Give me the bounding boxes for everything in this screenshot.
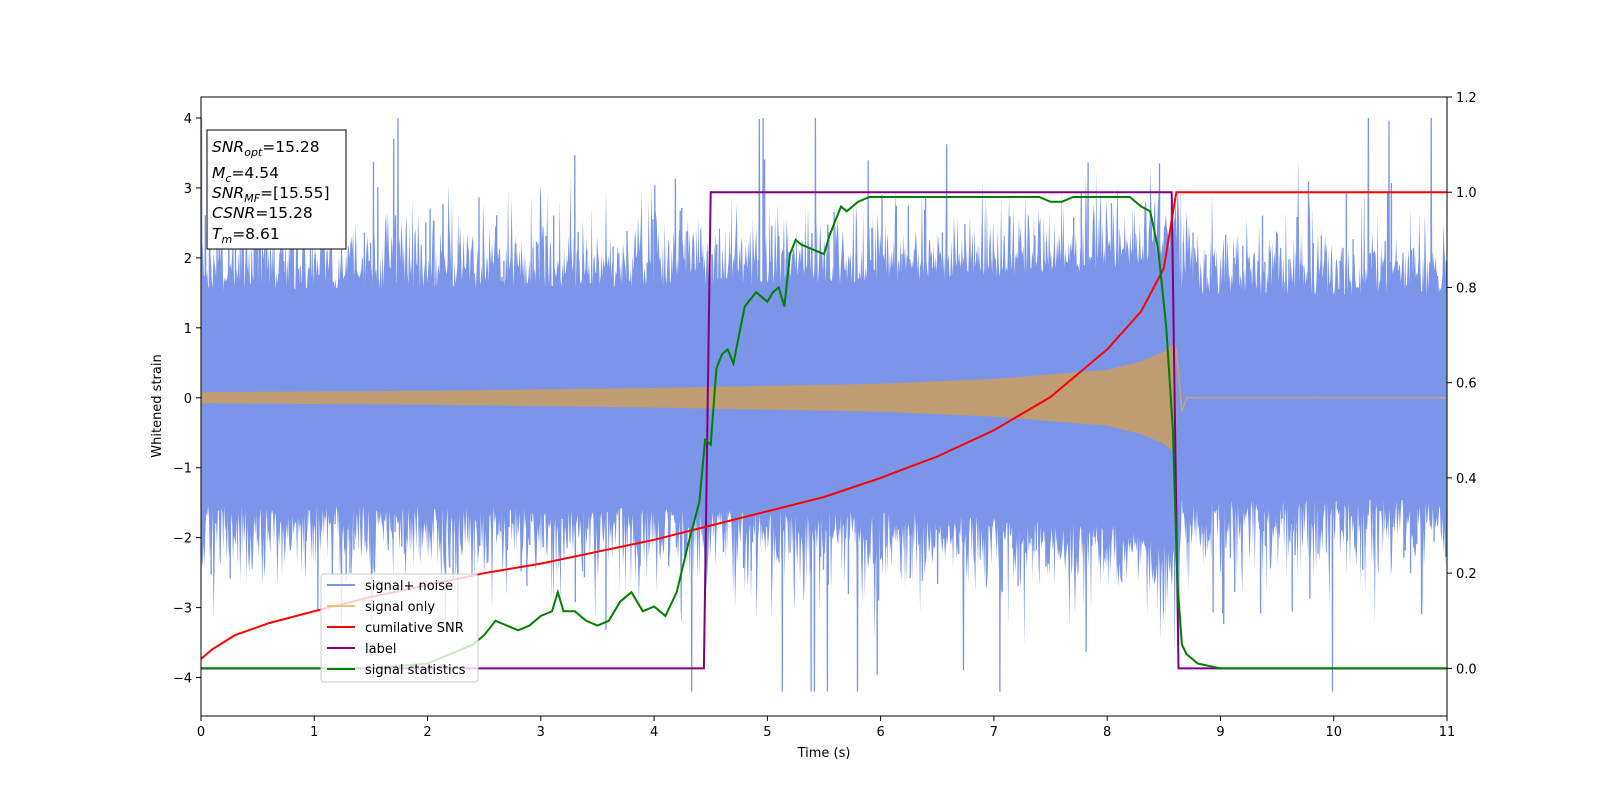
y-tick-label: 0 [184, 392, 192, 407]
series-signal-plus-noise [201, 117, 1447, 692]
info-mc-name: M [212, 164, 225, 182]
legend-label-signal-only: signal only [365, 600, 435, 615]
info-tm-value: =8.61 [232, 225, 280, 243]
x-tick-label: 5 [763, 725, 771, 740]
y2-tick-label: 0.8 [1456, 281, 1477, 296]
y2-tick-label: 0.0 [1456, 662, 1477, 677]
info-snr-opt-name: SNR [212, 138, 244, 156]
x-tick-label: 0 [197, 725, 205, 740]
x-tick-label: 3 [537, 725, 545, 740]
y2-tick-label: 1.0 [1456, 186, 1477, 201]
y2-tick-label: 0.2 [1456, 567, 1477, 582]
info-mc-value: =4.54 [231, 164, 279, 182]
series-cumulative-snr [201, 191, 1447, 660]
info-tm: Tm=8.61 [212, 225, 280, 246]
x-tick-label: 6 [876, 725, 884, 740]
legend: signal+ noise signal only cumilative SNR… [320, 573, 479, 683]
y-axis-label: Whitened strain [150, 354, 165, 457]
x-axis-label: Time (s) [797, 746, 851, 761]
info-snr-mf-name: SNR [212, 184, 244, 202]
y2-tick-label: 0.4 [1456, 472, 1477, 487]
y-tick-label: 3 [184, 182, 192, 197]
x-tick-label: 4 [650, 725, 658, 740]
info-csnr-name: CSNR [212, 204, 255, 222]
y-tick-label: 2 [184, 252, 192, 267]
y-tick-label: −1 [173, 462, 192, 477]
y-tick-label: 1 [184, 322, 192, 337]
y-tick-label: −2 [173, 532, 192, 547]
info-csnr-value: =15.28 [255, 204, 312, 222]
y-tick-label: −3 [173, 602, 192, 617]
y2-tick-label: 0.6 [1456, 377, 1477, 392]
x-tick-label: 7 [990, 725, 998, 740]
x-tick-label: 10 [1325, 725, 1342, 740]
info-csnr: CSNR=15.28 [212, 204, 313, 222]
x-tick-label: 1 [310, 725, 318, 740]
info-snr-opt: SNRopt=15.28 [212, 138, 320, 159]
legend-label-signal-plus-noise: signal+ noise [365, 579, 453, 594]
info-snr-mf: SNRMF=[15.55] [212, 184, 330, 205]
y-axis-left: −4 −3 −2 −1 0 1 2 3 4 [173, 112, 201, 687]
axes-frame [200, 96, 1448, 717]
signal-only-tail [1175, 348, 1447, 412]
legend-label-signal-statistics: signal statistics [365, 663, 466, 678]
y2-tick-label: 1.2 [1456, 91, 1477, 106]
series-signal-only [201, 341, 1177, 454]
y-tick-label: −4 [173, 672, 192, 687]
legend-label-cumulative-snr: cumilative SNR [365, 621, 464, 636]
x-axis: 0 1 2 3 4 5 6 7 8 9 10 11 [197, 716, 1455, 740]
info-tm-name: T [212, 225, 223, 243]
legend-frame [320, 573, 479, 683]
info-snr-mf-value: =[15.55] [260, 184, 329, 202]
y-axis-right: 0.0 0.2 0.4 0.6 0.8 1.0 1.2 [1447, 91, 1477, 677]
info-snr-mf-sub: MF [244, 192, 260, 205]
info-box: SNRopt=15.28 Mc=4.54 SNRMF=[15.55] CSNR=… [206, 129, 347, 250]
info-snr-opt-sub: opt [244, 146, 263, 159]
info-box-frame [206, 129, 347, 250]
plot-area [201, 117, 1447, 692]
info-mc: Mc=4.54 [212, 164, 279, 185]
x-tick-label: 9 [1216, 725, 1224, 740]
info-mc-sub: c [225, 172, 231, 185]
x-tick-label: 11 [1439, 725, 1456, 740]
x-tick-label: 8 [1103, 725, 1111, 740]
series-signal-statistics [201, 196, 1447, 670]
legend-label-label: label [365, 642, 396, 657]
x-tick-label: 2 [423, 725, 431, 740]
info-tm-sub: m [221, 233, 232, 246]
info-snr-opt-value: =15.28 [262, 138, 319, 156]
y-tick-label: 4 [184, 112, 192, 127]
